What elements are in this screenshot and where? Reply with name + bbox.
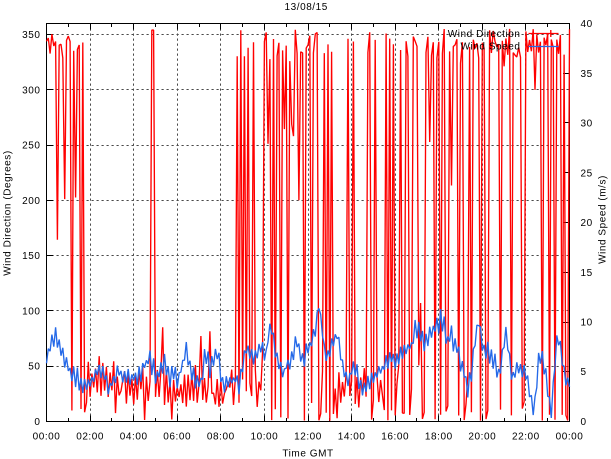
svg-text:18:00: 18:00: [425, 432, 453, 443]
svg-text:20:00: 20:00: [468, 432, 496, 443]
svg-text:13/08/15: 13/08/15: [285, 2, 328, 13]
svg-text:10:00: 10:00: [251, 432, 279, 443]
svg-text:22:00: 22:00: [512, 432, 540, 443]
svg-text:02:00: 02:00: [76, 432, 104, 443]
svg-text:Wind Direction: Wind Direction: [448, 29, 521, 40]
svg-text:250: 250: [22, 141, 40, 152]
svg-text:16:00: 16:00: [381, 432, 409, 443]
svg-text:100: 100: [22, 306, 40, 317]
svg-text:10: 10: [581, 318, 593, 329]
svg-text:06:00: 06:00: [163, 432, 191, 443]
svg-text:150: 150: [22, 251, 40, 262]
svg-text:25: 25: [581, 168, 593, 179]
svg-text:300: 300: [22, 85, 40, 96]
svg-text:12:00: 12:00: [294, 432, 322, 443]
svg-text:5: 5: [581, 367, 587, 378]
svg-text:0: 0: [581, 417, 587, 428]
svg-text:00:00: 00:00: [556, 432, 584, 443]
svg-text:30: 30: [581, 119, 593, 130]
svg-text:04:00: 04:00: [120, 432, 148, 443]
svg-text:40: 40: [581, 19, 593, 30]
svg-text:200: 200: [22, 196, 40, 207]
svg-text:Time GMT: Time GMT: [282, 449, 333, 459]
svg-text:Wind Speed: Wind Speed: [461, 42, 521, 53]
svg-text:14:00: 14:00: [338, 432, 366, 443]
svg-text:15: 15: [581, 268, 593, 279]
svg-text:20: 20: [581, 218, 593, 229]
svg-text:00:00: 00:00: [33, 432, 61, 443]
svg-text:Wind Speed (m/s): Wind Speed (m/s): [598, 175, 609, 264]
svg-text:35: 35: [581, 69, 593, 80]
svg-text:350: 350: [22, 30, 40, 41]
svg-text:50: 50: [28, 362, 40, 373]
svg-text:Wind Direction (Degrees): Wind Direction (Degrees): [3, 150, 14, 275]
svg-text:08:00: 08:00: [207, 432, 235, 443]
svg-text:0: 0: [34, 417, 40, 428]
